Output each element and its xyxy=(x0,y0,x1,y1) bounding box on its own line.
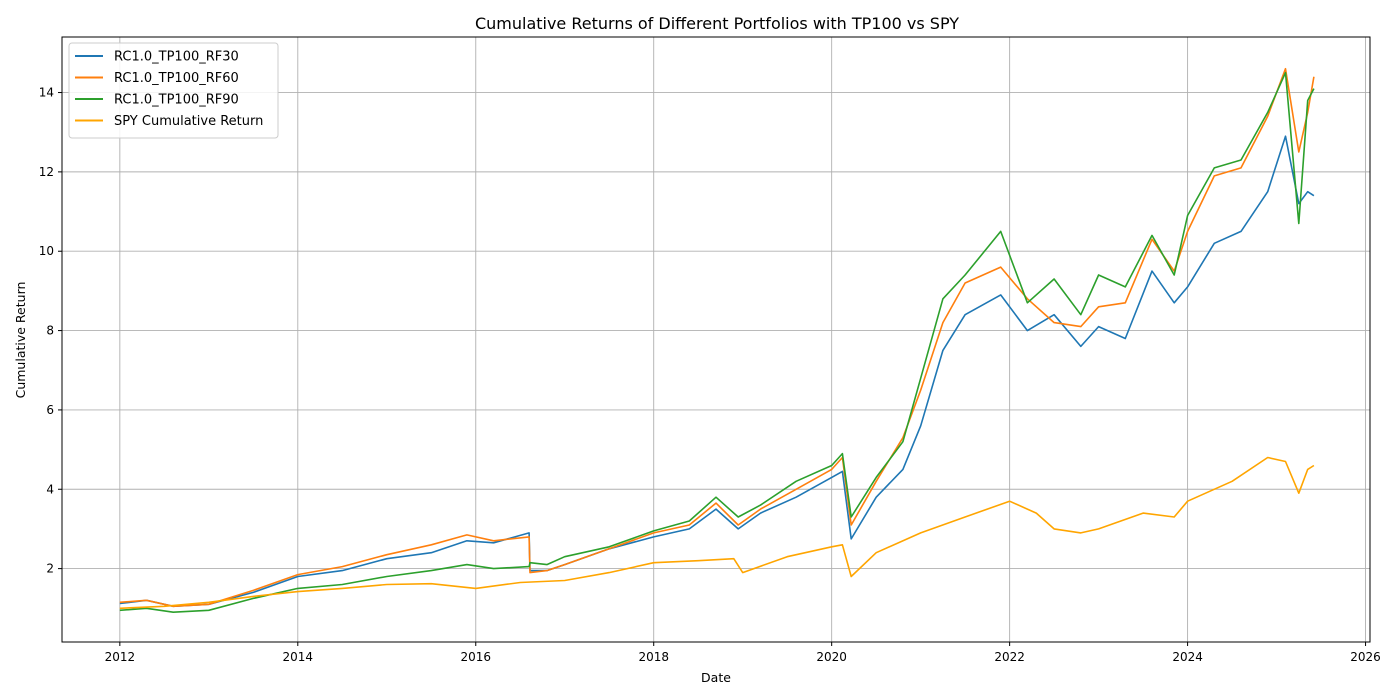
series-line-1 xyxy=(119,135,1315,608)
y-tick-label: 10 xyxy=(39,244,54,258)
axis-ticks: 2012 2014 2016 2018 2020 2022 2024 2026 2 4 6 8 10 12… xyxy=(39,86,1381,664)
x-axis-label: Date xyxy=(701,670,731,685)
y-tick-label: 8 xyxy=(46,324,54,338)
legend-label: RC1.0_TP100_RF60 xyxy=(114,71,239,86)
x-tick-label: 2024 xyxy=(1172,650,1203,664)
legend: RC1.0_TP100_RF30 RC1.0_TP100_RF60 RC1.0_TP… xyxy=(68,42,279,139)
series-line-3 xyxy=(119,71,1315,613)
series-lines xyxy=(119,67,1315,613)
x-tick-label: 2026 xyxy=(1350,650,1381,664)
legend-label: RC1.0_TP100_RF90 xyxy=(114,93,239,108)
y-tick-label: 6 xyxy=(46,403,54,417)
y-tick-label: 4 xyxy=(46,482,54,496)
plot-frame xyxy=(61,36,1371,643)
chart-title: Cumulative Returns of Different Portfoli… xyxy=(475,14,959,33)
y-axis-label: Cumulative Return xyxy=(13,282,28,399)
y-tick-label: 12 xyxy=(39,165,54,179)
legend-label: RC1.0_TP100_RF30 xyxy=(114,50,239,65)
y-tick-label: 14 xyxy=(39,86,54,100)
x-tick-label: 2022 xyxy=(994,650,1025,664)
x-tick-label: 2012 xyxy=(105,650,136,664)
x-tick-label: 2018 xyxy=(638,650,669,664)
grid-lines xyxy=(62,37,1370,642)
x-tick-label: 2016 xyxy=(460,650,491,664)
series-line-2 xyxy=(119,67,1315,608)
x-tick-label: 2020 xyxy=(816,650,847,664)
legend-label: SPY Cumulative Return xyxy=(114,114,263,129)
legend-box xyxy=(68,42,279,139)
x-tick-label: 2014 xyxy=(283,650,314,664)
series-line-4 xyxy=(119,456,1315,610)
y-tick-label: 2 xyxy=(46,562,54,576)
